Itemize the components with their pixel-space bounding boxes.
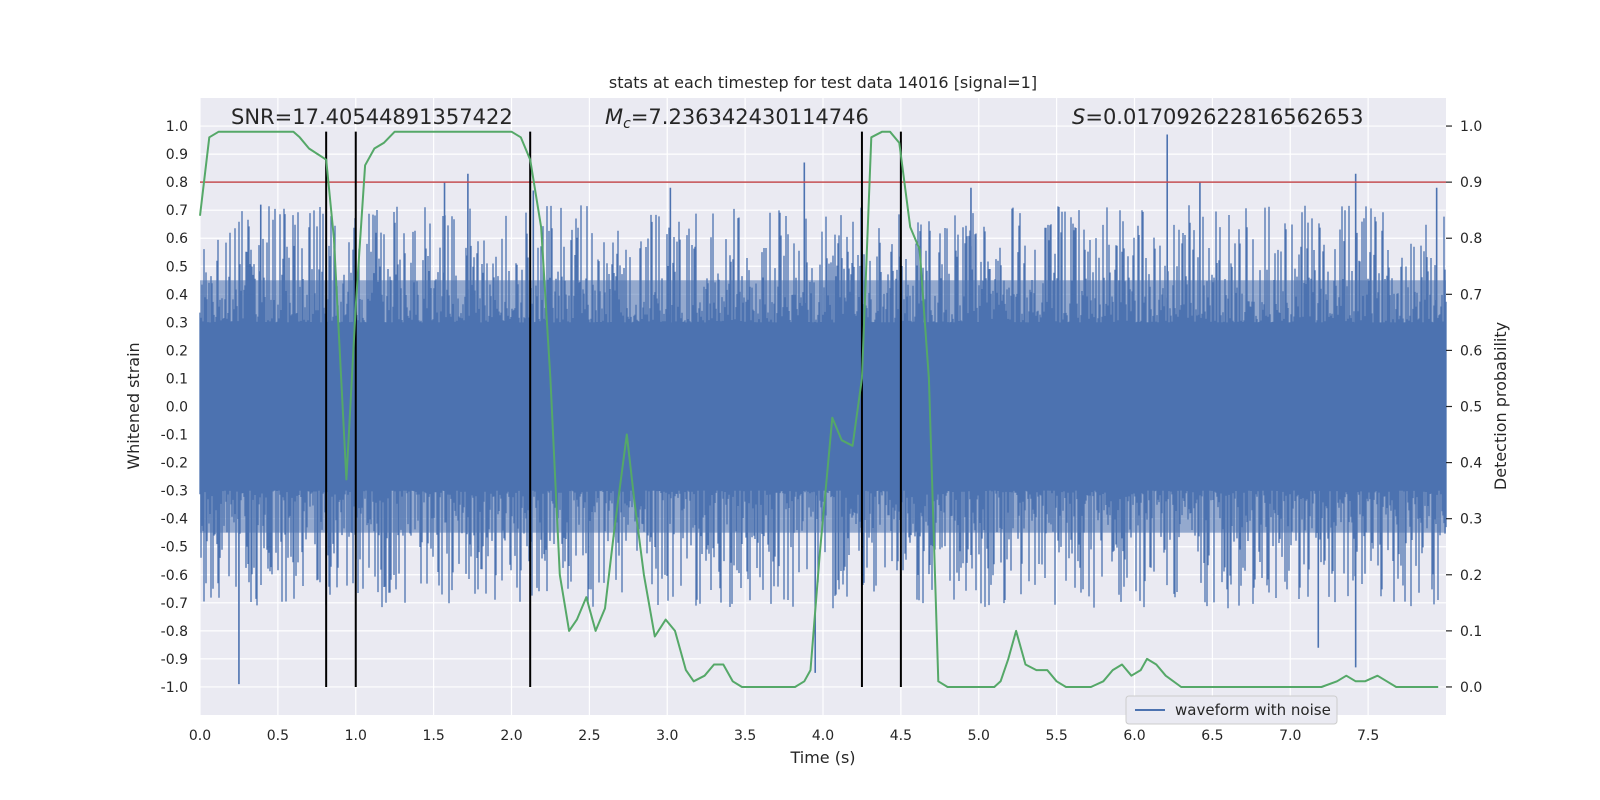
- x-tick-label: 7.5: [1357, 728, 1379, 744]
- y-tick-label-left: -1.0: [161, 680, 188, 696]
- y-tick-label-right: 0.9: [1460, 175, 1482, 191]
- y-tick-label-right: 1.0: [1460, 119, 1482, 135]
- x-tick-label: 5.5: [1045, 728, 1067, 744]
- x-tick-label: 0.0: [189, 728, 211, 744]
- y-tick-label-left: -0.1: [161, 428, 188, 444]
- waveform-line: [199, 205, 1447, 609]
- chart-title: stats at each timestep for test data 140…: [609, 73, 1037, 92]
- x-tick-label: 7.0: [1279, 728, 1301, 744]
- y-tick-label-left: 0.8: [166, 175, 188, 191]
- x-tick-label: 0.5: [267, 728, 289, 744]
- x-tick-label: 5.0: [968, 728, 990, 744]
- y-tick-label-left: -0.7: [161, 596, 188, 612]
- y-tick-label-left: 0.9: [166, 147, 188, 163]
- ticks-layer: 0.0 0.5 1.0 1.5 2.0 2.5 3.0 3.5 4.0 4.5 5.0 5.5 6.0 6…: [161, 119, 1483, 744]
- x-tick-label: 3.5: [734, 728, 756, 744]
- y-tick-label-left: -0.3: [161, 484, 188, 500]
- y-tick-label-left: 0.4: [166, 287, 188, 303]
- y-tick-label-left: 0.7: [166, 203, 188, 219]
- legend-box: [1125, 695, 1338, 725]
- x-tick-label: 4.5: [890, 728, 912, 744]
- x-tick-label: 1.5: [422, 728, 444, 744]
- x-tick-label: 6.5: [1201, 728, 1223, 744]
- y-tick-label-left: 0.1: [166, 371, 188, 387]
- chirp-mass-annotation: Mc=7.236342430114746: [605, 105, 869, 132]
- y-tick-label-left: -0.6: [161, 568, 188, 584]
- y-tick-label-left: -0.5: [161, 540, 188, 556]
- x-tick-label: 3.0: [656, 728, 678, 744]
- x-tick-label: 6.0: [1123, 728, 1145, 744]
- y-tick-label-right: 0.7: [1460, 287, 1482, 303]
- chirp-mass-value: =7.236342430114746: [631, 105, 869, 129]
- y-tick-label-left: 0.3: [166, 315, 188, 331]
- y-tick-label-right: 0.8: [1460, 231, 1482, 247]
- x-axis-label: Time (s): [789, 748, 855, 767]
- y-tick-label-right: 0.3: [1460, 512, 1482, 528]
- s-statistic-symbol: S: [1072, 105, 1085, 129]
- y-tick-label-right: 0.2: [1460, 568, 1482, 584]
- chirp-mass-symbol: M: [605, 105, 623, 129]
- detection-probability-line: [199, 130, 1439, 688]
- y-tick-label-left: 0.0: [166, 400, 188, 416]
- y-tick-label-right: 0.4: [1460, 456, 1482, 472]
- legend: waveform with noise: [1125, 695, 1338, 725]
- y-tick-label-right: 0.0: [1460, 680, 1482, 696]
- y-tick-label-right: 0.1: [1460, 624, 1482, 640]
- y-tick-label-left: -0.2: [161, 456, 188, 472]
- y-tick-label-left: -0.4: [161, 512, 188, 528]
- y-tick-label-left: 0.5: [166, 259, 188, 275]
- s-statistic-annotation: S=0.017092622816562653: [1072, 105, 1363, 129]
- waveform-series: [199, 134, 1447, 685]
- x-tick-label: 4.0: [812, 728, 834, 744]
- y-tick-label-left: 1.0: [166, 119, 188, 135]
- snr-annotation: SNR=17.40544891357422: [231, 105, 513, 129]
- x-tick-label: 2.5: [578, 728, 600, 744]
- y-tick-label-right: 0.6: [1460, 343, 1482, 359]
- y-tick-label-left: 0.6: [166, 231, 188, 247]
- legend-label: waveform with noise: [1175, 701, 1331, 719]
- y-tick-label-left: 0.2: [166, 343, 188, 359]
- chirp-mass-subscript: c: [623, 116, 631, 132]
- y-tick-label-right: 0.5: [1460, 400, 1482, 416]
- x-tick-label: 1.0: [345, 728, 367, 744]
- y-tick-label-left: -0.8: [161, 624, 188, 640]
- s-statistic-value: =0.017092622816562653: [1085, 105, 1363, 129]
- x-tick-label: 2.0: [500, 728, 522, 744]
- y-axis-label-right: Detection probability: [1491, 322, 1510, 490]
- y-tick-label-left: -0.9: [161, 652, 188, 668]
- overlay-layer: [199, 130, 1446, 688]
- y-axis-label-left: Whitened strain: [124, 342, 143, 469]
